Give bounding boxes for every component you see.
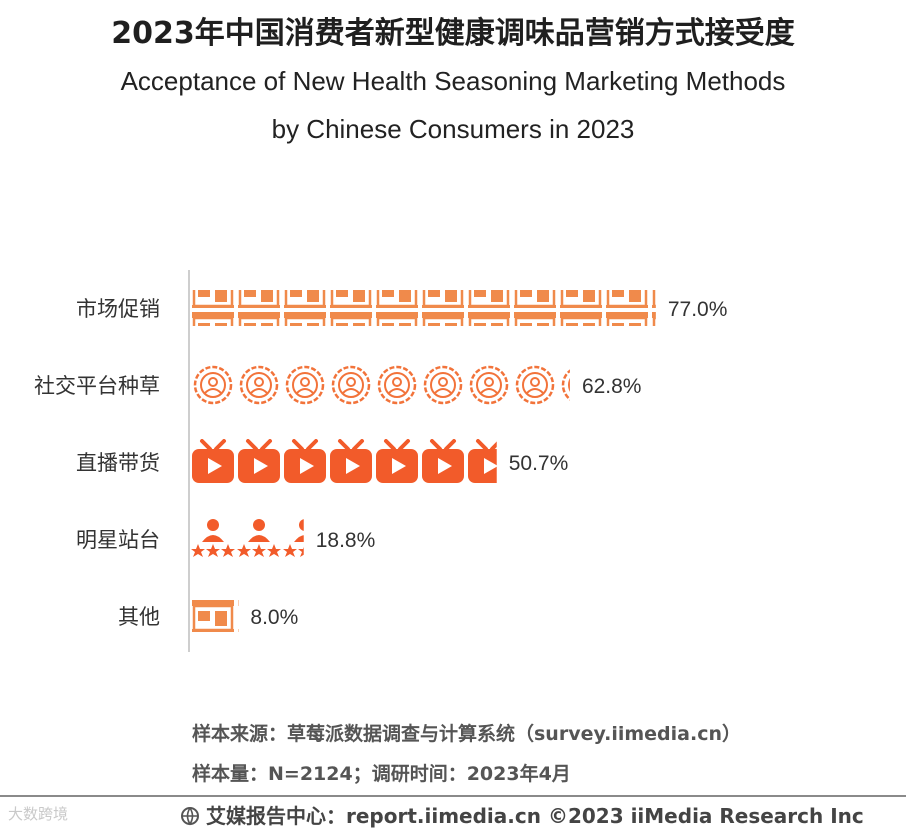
chart-title-en-line2: by Chinese Consumers in 2023 (271, 114, 635, 144)
bar-star-person-icon (190, 518, 304, 560)
value-label: 8.0% (250, 606, 298, 629)
source-line: 样本来源：草莓派数据调查与计算系统（survey.iimedia.cn） (192, 723, 741, 745)
globe-icon (180, 806, 200, 831)
bar-live-play-icon (190, 439, 497, 485)
category-label: 市场促销 (76, 297, 160, 321)
category-label: 明星站台 (76, 528, 160, 552)
value-label: 50.7% (509, 452, 569, 475)
footer-divider (0, 795, 906, 797)
value-label: 18.8% (316, 529, 376, 552)
bar-storefront-icon (190, 598, 239, 634)
value-label: 77.0% (668, 298, 728, 321)
footer-credit: 艾媒报告中心：report.iimedia.cn ©2023 iiMedia R… (180, 800, 864, 831)
bar-chart: 市场促销 77.0% 社交平台种草 62.8% 直播带货 50.7% 明星站台 18.8% 其他… (34, 270, 728, 652)
sample-info: 样本量：N=2124；调研时间：2023年4月 (192, 763, 571, 785)
category-label: 直播带货 (76, 451, 160, 475)
chart-title-cn: 2023年中国消费者新型健康调味品营销方式接受度 (111, 16, 795, 51)
bar-social-user-icon (190, 365, 570, 405)
chart-title-en-line1: Acceptance of New Health Seasoning Marke… (120, 66, 786, 96)
footer-text: 艾媒报告中心：report.iimedia.cn ©2023 iiMedia R… (206, 804, 864, 828)
category-label: 社交平台种草 (34, 374, 160, 398)
category-label: 其他 (118, 605, 160, 629)
watermark: 大数跨境 (8, 805, 69, 823)
value-label: 62.8% (582, 375, 642, 398)
bar-storefront-icon (190, 290, 656, 326)
